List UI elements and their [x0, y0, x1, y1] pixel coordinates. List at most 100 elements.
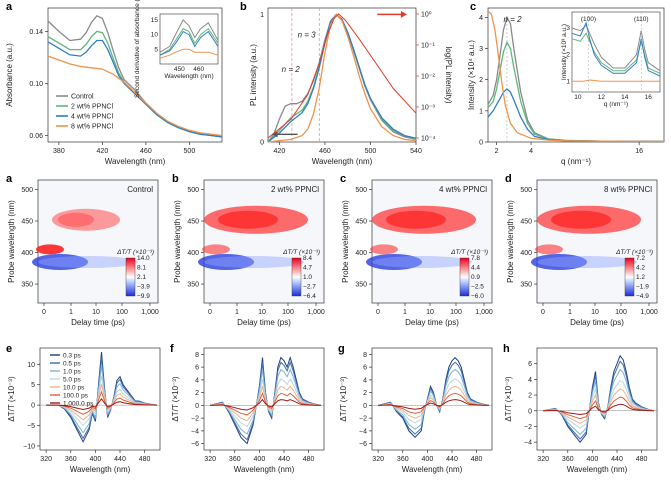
inset-peak-label: (110): [634, 16, 649, 23]
y-tick-label: −5: [27, 423, 35, 430]
inset-x-tick: 10: [574, 94, 582, 101]
y-tick-label: 2: [528, 393, 532, 400]
y-tick-label: 2: [363, 390, 367, 397]
arrow-left-head: [272, 131, 278, 138]
colorbar-tick-label: 8.4: [303, 255, 312, 262]
y-tick-label: −10: [23, 443, 35, 450]
bleach-core-n3: [218, 210, 278, 229]
x-tick-label: 2: [495, 148, 499, 155]
inset-x-label: Wavelength (nm): [164, 73, 213, 80]
panel-d-ta-map: d 8 wt% PPNCl 500 450 400 350 0 1 10 100 1,000 Dela…: [505, 173, 658, 327]
y-tick-label: −2: [191, 416, 199, 423]
x-tick-label: 360: [229, 456, 241, 463]
colorbar-tick-label: −9.9: [137, 293, 150, 300]
y-tick-label: 6: [363, 365, 367, 372]
y-tick-label: 450: [520, 219, 532, 226]
y-tick-label: 0: [528, 408, 532, 415]
y-tick-label: −2: [524, 424, 532, 431]
y-tick-label: 2: [479, 77, 483, 84]
x-tick-label: 100: [450, 309, 462, 316]
map-frame: [371, 179, 493, 304]
x-tick-label: 0: [42, 309, 46, 316]
panel-letter-b: b: [240, 1, 247, 13]
legend-label: 0.3 ps: [63, 352, 81, 359]
x-axis-label: Delay time (ps): [71, 318, 125, 327]
y-tick-label: 4: [195, 377, 199, 384]
axes-frame: [371, 347, 493, 451]
inset-x-tick: 460: [193, 66, 204, 73]
panel-a-absorbance: a 380 420 460 500 0.06 0.10 0.14 Wavelength (nm)…: [5, 0, 223, 166]
y-tick-label: 450: [187, 219, 199, 226]
y-tick-label: 400: [355, 250, 367, 257]
y-tick-label: 0: [260, 140, 264, 147]
map-title: 2 wt% PPNCl: [271, 185, 319, 194]
x-tick-label: 1,000: [307, 309, 325, 316]
series-line-2: [267, 13, 417, 143]
y-tick-label: 8: [363, 352, 367, 359]
y-tick-label: 1: [260, 12, 264, 19]
x-tick-label: 480: [471, 456, 483, 463]
y-axis-label: PL intensity (a.u.): [249, 44, 258, 106]
y-tick-label: 0.14: [29, 29, 43, 36]
y-axis-label: Probe wavelength (nm): [7, 200, 16, 283]
x-tick-label: 10: [426, 309, 434, 316]
x-tick-label: 320: [40, 456, 52, 463]
legend-label: Control: [71, 94, 94, 101]
x-tick-label: 400: [587, 456, 599, 463]
y-tick-label: 6: [528, 361, 532, 368]
x-axis-label: Wavelength (nm): [234, 465, 295, 474]
axes-frame: [536, 347, 658, 451]
panel-letter-h: h: [503, 343, 510, 355]
inset-x-tick: 12: [598, 94, 606, 101]
panel-b-ta-map: b 2 wt% PPNCl 500 450 400 350 0 1 10 100 1,000 Dela…: [172, 173, 325, 327]
x-tick-label: 100: [615, 309, 627, 316]
x-tick-label: 500: [184, 148, 196, 155]
x-tick-label: 480: [303, 456, 315, 463]
x-tick-label: 460: [319, 148, 331, 155]
panel-letter-d: d: [505, 173, 512, 185]
x-tick-label: 320: [204, 456, 216, 463]
x-axis-label: Wavelength (nm): [105, 157, 166, 166]
y-tick-label: 500: [187, 187, 199, 194]
panel-letter-g: g: [338, 343, 345, 355]
spectrum-line-1: [46, 357, 157, 440]
x-tick-label: 440: [278, 456, 290, 463]
y-tick-label: 8: [195, 352, 199, 359]
y-tick-label: 0.06: [29, 133, 43, 140]
colorbar-tick-label: 7.2: [636, 255, 645, 262]
y-tick-label: 10: [27, 362, 35, 369]
x-axis-label: Delay time (ps): [405, 318, 459, 327]
x-tick-label: 1,000: [141, 309, 159, 316]
x-tick-label: 10: [258, 309, 266, 316]
right-tick-label: 10⁻¹: [421, 43, 435, 50]
colorbar-tick-label: 1.0: [303, 274, 312, 281]
inset-y-tick: 2: [566, 52, 570, 59]
y-tick-label: 4: [528, 377, 532, 384]
spectrum-line-2: [46, 365, 157, 434]
absorption-band: [366, 254, 422, 270]
y-tick-label: 5: [31, 382, 35, 389]
colorbar-tick-label: 7.8: [471, 255, 480, 262]
axes-frame: [39, 347, 161, 451]
panel-letter-a: a: [6, 1, 13, 13]
x-axis-label: Wavelength (nm): [70, 465, 131, 474]
y-axis-label: ΔT/T (×10⁻³): [7, 376, 16, 422]
panel-letter-c: c: [470, 1, 476, 13]
legend-label: 0.5 ps: [63, 360, 81, 367]
right-tick-label: 10⁰: [421, 11, 432, 19]
colorbar-tick-label: −3.9: [137, 284, 150, 291]
y-axis-label: ΔT/T (×10⁻³): [504, 376, 513, 422]
bleach-core-n3: [551, 210, 611, 229]
series-line-3: [47, 55, 223, 137]
absorption-band-tail: [372, 256, 472, 268]
x-tick-label: 320: [537, 456, 549, 463]
y-axis-label: ΔT/T (×10⁻³): [171, 376, 180, 422]
x-tick-label: 1,000: [475, 309, 493, 316]
y-tick-label: −4: [524, 440, 532, 447]
legend-label: 4 wt% PPNCl: [71, 114, 113, 121]
y-tick-label: −6: [359, 441, 367, 448]
y-tick-label: 1: [479, 108, 483, 115]
y-tick-label: 400: [187, 250, 199, 257]
x-tick-label: 1: [568, 309, 572, 316]
spectrum-line-6: [210, 398, 321, 411]
